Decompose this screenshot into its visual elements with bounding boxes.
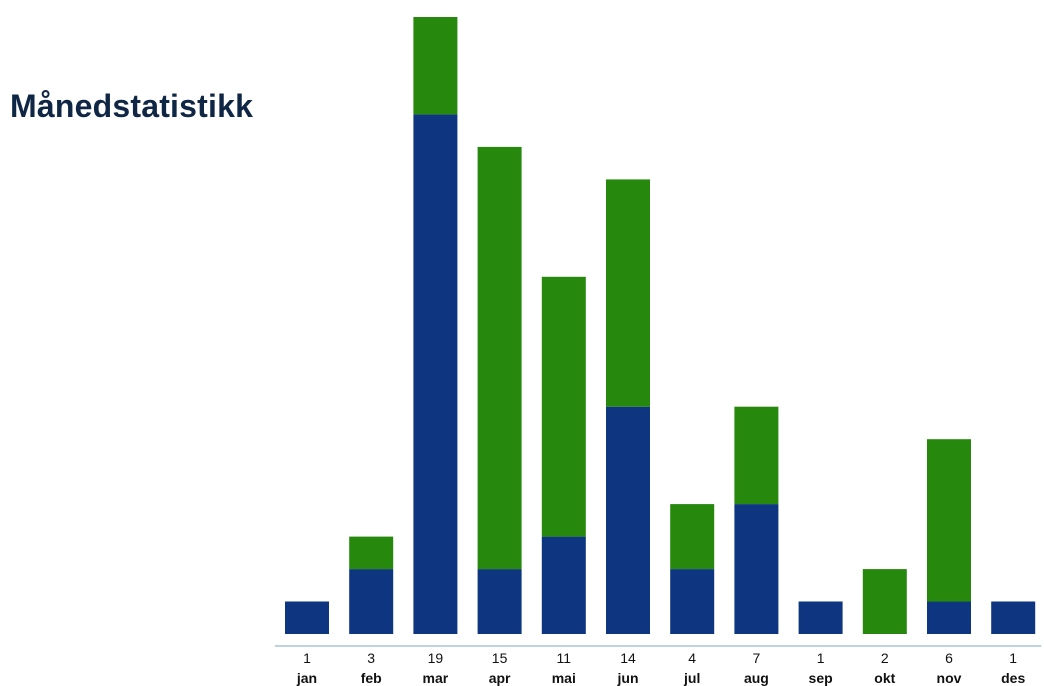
total-label-sep: 1 bbox=[817, 650, 825, 666]
total-label-jun: 14 bbox=[620, 650, 636, 666]
tick-label-apr: apr bbox=[489, 670, 511, 686]
bar-mar-series-1 bbox=[413, 114, 458, 634]
tick-label-okt: okt bbox=[874, 670, 895, 686]
bar-jul-series-2 bbox=[670, 504, 715, 569]
tick-label-jan: jan bbox=[296, 670, 317, 686]
total-label-nov: 6 bbox=[945, 650, 953, 666]
bar-jan-series-1 bbox=[285, 601, 329, 634]
tick-label-aug: aug bbox=[744, 670, 769, 686]
tick-label-jul: jul bbox=[683, 670, 700, 686]
bar-mai-series-1 bbox=[541, 536, 586, 634]
bar-aug-series-1 bbox=[734, 504, 779, 634]
bar-feb-series-1 bbox=[349, 569, 394, 634]
total-label-apr: 15 bbox=[492, 650, 508, 666]
labels-group: 1 jan 3 feb 19 mar 15 apr 11 mai 14 jun 4 jul 7 aug 1 sep… bbox=[296, 650, 1026, 686]
bar-jul-series-1 bbox=[670, 569, 715, 634]
bar-mar-series-2 bbox=[413, 17, 458, 115]
bar-aug-series-2 bbox=[734, 406, 779, 505]
total-label-jan: 1 bbox=[303, 650, 311, 666]
bar-apr-series-2 bbox=[477, 146, 522, 570]
total-label-feb: 3 bbox=[367, 650, 375, 666]
bar-jun-series-2 bbox=[606, 179, 650, 407]
total-label-mar: 19 bbox=[428, 650, 444, 666]
tick-label-feb: feb bbox=[361, 670, 382, 686]
bar-sep-series-1 bbox=[798, 601, 843, 634]
tick-label-mar: mar bbox=[423, 670, 449, 686]
bar-des-series-1 bbox=[991, 601, 1036, 634]
bar-nov-series-2 bbox=[927, 439, 971, 602]
total-label-des: 1 bbox=[1009, 650, 1017, 666]
total-label-aug: 7 bbox=[753, 650, 761, 666]
total-label-jul: 4 bbox=[688, 650, 696, 666]
bar-mai-series-2 bbox=[541, 276, 586, 537]
total-label-okt: 2 bbox=[881, 650, 889, 666]
bar-feb-series-2 bbox=[349, 536, 394, 570]
total-label-mai: 11 bbox=[557, 650, 572, 666]
tick-label-sep: sep bbox=[809, 670, 833, 686]
page-title: Månedstatistikk bbox=[10, 88, 254, 124]
bars-group bbox=[285, 17, 1036, 634]
tick-label-jun: jun bbox=[617, 670, 639, 686]
bar-jun-series-1 bbox=[606, 406, 650, 634]
bar-nov-series-1 bbox=[927, 601, 971, 634]
tick-label-mai: mai bbox=[552, 670, 576, 686]
tick-label-nov: nov bbox=[937, 670, 962, 686]
bar-apr-series-1 bbox=[477, 569, 522, 634]
tick-label-des: des bbox=[1001, 670, 1025, 686]
bar-okt-series-2 bbox=[862, 569, 907, 634]
